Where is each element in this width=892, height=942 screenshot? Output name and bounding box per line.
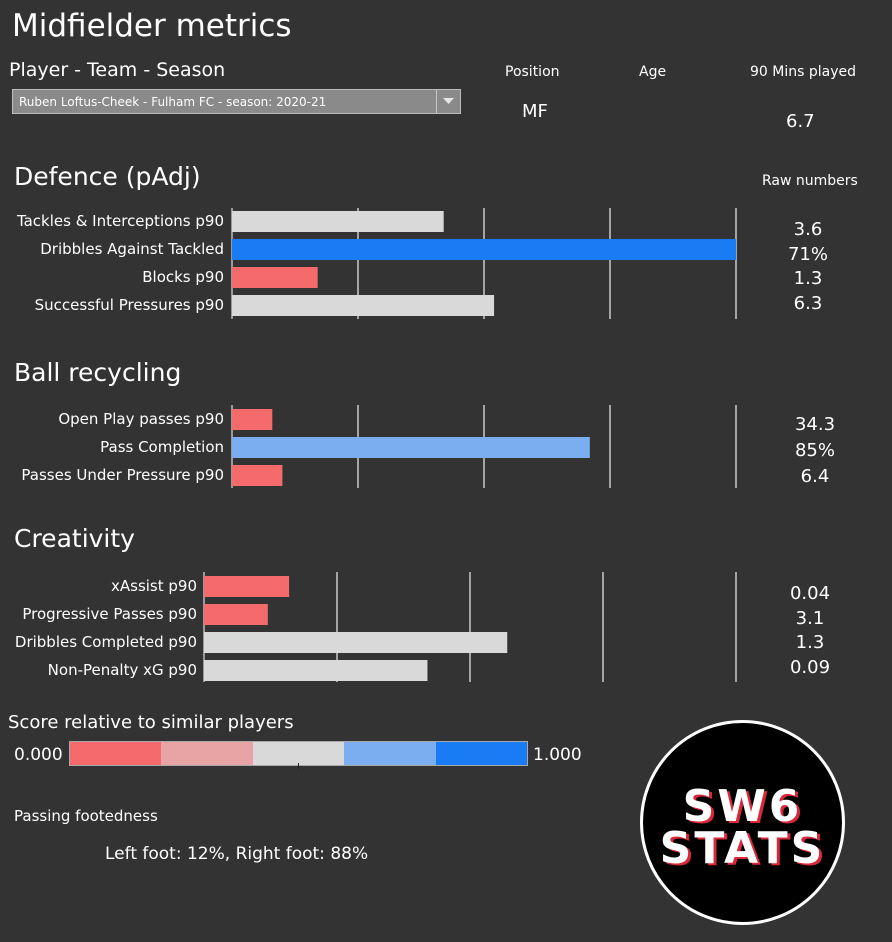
chevron-down-icon (443, 98, 454, 104)
bar (232, 295, 495, 316)
age-label: Age (639, 64, 667, 80)
bar (232, 409, 273, 430)
player-select[interactable]: Ruben Loftus-Cheek - Fulham FC - season:… (12, 89, 461, 114)
raw-value: 34.3 (794, 414, 836, 435)
legend-swatch (70, 742, 162, 765)
category-label: Passes Under Pressure p90 (21, 466, 224, 484)
sw6-stats-logo: SW6 STATS (640, 720, 845, 925)
raw-value: 1.3 (793, 268, 823, 289)
logo-line-1: SW6 (682, 781, 803, 832)
bar (232, 239, 736, 260)
footedness-title: Passing footedness (14, 807, 158, 825)
section-title-defence: Defence (pAdj) (14, 162, 201, 191)
raw-value: 85% (794, 440, 835, 461)
raw-value: 0.04 (789, 583, 831, 604)
category-label: Dribbles Against Tackled (40, 240, 224, 258)
raw-value: 3.6 (793, 219, 823, 240)
raw-value: 3.1 (795, 607, 825, 629)
footedness-text: Left foot: 12%, Right foot: 88% (105, 844, 369, 864)
raw-value: 0.09 (789, 656, 831, 678)
category-label: Progressive Passes p90 (22, 605, 197, 623)
mins-value: 6.7 (786, 111, 815, 132)
raw-value: 6.3 (793, 292, 823, 314)
raw-value: 1.3 (795, 632, 825, 653)
section-title-ball-recycling: Ball recycling (14, 358, 182, 387)
logo-line-2: STATS (659, 823, 826, 874)
legend-swatch (252, 742, 345, 765)
raw-value: 6.4 (800, 466, 830, 487)
bar (232, 437, 590, 458)
legend-swatch (344, 742, 436, 765)
bar (232, 267, 318, 288)
category-label: Successful Pressures p90 (34, 296, 224, 314)
bar (204, 604, 268, 625)
player-select-value: Ruben Loftus-Cheek - Fulham FC - season:… (19, 95, 327, 109)
bar (204, 660, 428, 681)
category-label: Pass Completion (100, 438, 224, 456)
category-label: Blocks p90 (142, 268, 224, 286)
section-title-creativity: Creativity (14, 524, 135, 553)
dropdown-toggle[interactable] (436, 90, 460, 113)
selector-label: Player - Team - Season (9, 59, 226, 81)
position-label: Position (505, 64, 560, 80)
position-value: MF (522, 101, 548, 122)
legend-title: Score relative to similar players (8, 712, 294, 733)
raw-numbers-label: Raw numbers (762, 173, 858, 189)
bar (204, 576, 290, 597)
legend-tick (298, 763, 299, 769)
legend-min-label: 0.000 (14, 745, 63, 765)
bar (232, 465, 283, 486)
raw-value: 71% (787, 243, 828, 265)
bar (204, 632, 508, 653)
category-label: xAssist p90 (110, 577, 197, 595)
category-label: Dribbles Completed p90 (14, 633, 197, 651)
mins-label: 90 Mins played (750, 64, 856, 80)
category-label: Open Play passes p90 (58, 410, 224, 428)
page-title: Midfielder metrics (12, 8, 292, 44)
legend-swatch (161, 742, 253, 765)
bar (232, 211, 444, 232)
legend-color-scale (69, 741, 528, 766)
category-label: Non-Penalty xG p90 (47, 661, 197, 679)
category-label: Tackles & Interceptions p90 (16, 212, 224, 230)
legend-max-label: 1.000 (533, 745, 582, 765)
legend-swatch (435, 742, 528, 765)
